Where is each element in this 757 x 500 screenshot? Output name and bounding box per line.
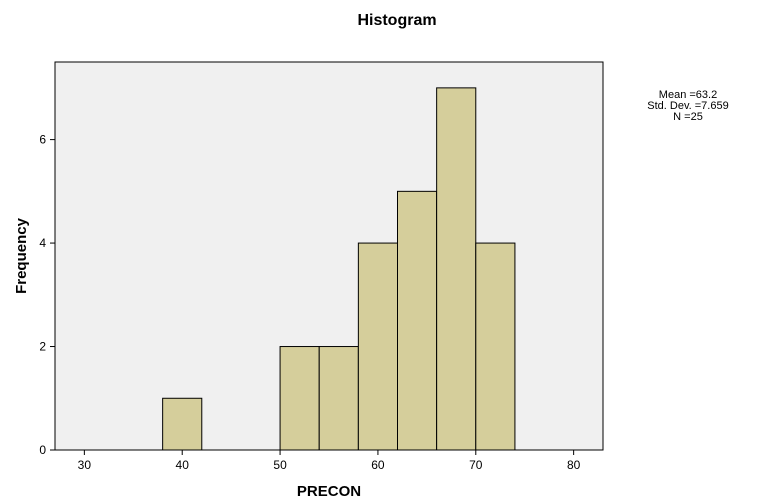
bars-group [162, 87, 516, 451]
x-tick-label: 60 [371, 458, 385, 472]
histogram-bar-1 [279, 346, 320, 451]
stats-std-dev: Std. Dev. =7.659 [647, 100, 728, 112]
stats-box: Mean =63.2 Std. Dev. =7.659 N =25 [647, 89, 728, 123]
x-tick-label: 40 [176, 458, 190, 472]
x-axis: 30 40 50 60 70 80 [78, 450, 581, 472]
histogram-bar-4 [397, 190, 438, 451]
histogram-bar-2 [318, 346, 359, 451]
histogram-bar-6 [475, 242, 516, 451]
histogram-bar-5 [436, 87, 477, 451]
y-tick-label: 2 [39, 340, 46, 354]
y-tick-label: 0 [39, 443, 46, 457]
x-axis-label: PRECON [297, 483, 361, 500]
x-tick-label: 50 [273, 458, 287, 472]
histogram-bar-3 [357, 242, 399, 451]
y-tick-label: 6 [39, 133, 46, 147]
chart-title: Histogram [357, 12, 436, 29]
x-tick-label: 80 [567, 458, 581, 472]
stats-n: N =25 [673, 111, 703, 123]
stats-mean: Mean =63.2 [659, 89, 717, 101]
y-axis: 0 2 4 6 [39, 133, 55, 457]
y-axis-label: Frequency [13, 217, 30, 294]
x-tick-label: 30 [78, 458, 92, 472]
x-tick-label: 70 [469, 458, 483, 472]
y-tick-label: 4 [39, 236, 46, 250]
histogram-bar-0 [162, 397, 203, 451]
